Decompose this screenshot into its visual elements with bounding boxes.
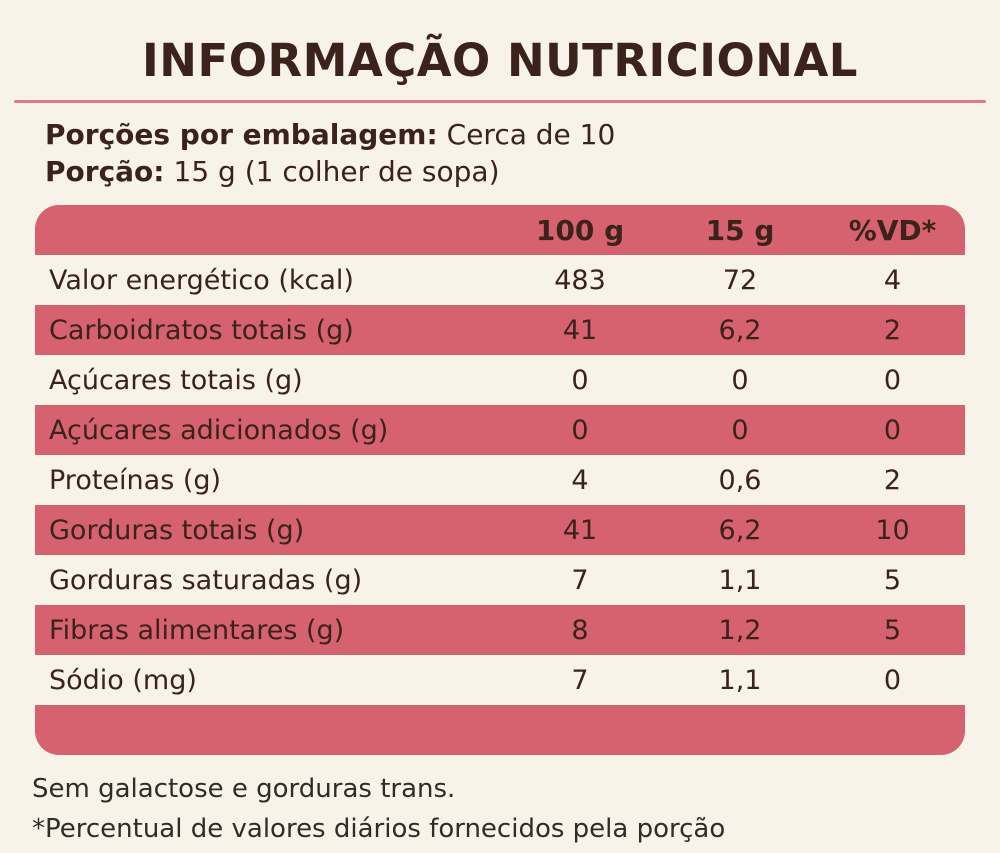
table-row-carbs: Carboidratos totais (g) 41 6,2 2	[35, 305, 965, 355]
row-value-15g: 1,2	[718, 614, 762, 646]
row-value-vd: 2	[883, 314, 902, 346]
row-value-vd: 0	[883, 364, 902, 396]
row-value-vd: 5	[883, 614, 902, 646]
row-value-100g: 0	[571, 414, 589, 446]
row-label: Gorduras totais (g)	[49, 514, 305, 546]
row-value-100g: 41	[562, 514, 598, 546]
table-row-total-fat: Gorduras totais (g) 41 6,2 10	[35, 505, 965, 555]
row-value-15g: 6,2	[718, 314, 762, 346]
servings-per-package-line: Porções por embalagem: Cerca de 10	[45, 116, 1000, 153]
row-value-15g: 6,2	[718, 514, 762, 546]
nutrition-table: 100 g 15 g %VD* Valor energético (kcal) …	[35, 205, 965, 755]
table-row-sodium: Sódio (mg) 7 1,1 0	[35, 655, 965, 705]
row-value-100g: 483	[554, 264, 606, 296]
row-label: Proteínas (g)	[49, 464, 222, 496]
row-value-15g: 0	[731, 414, 749, 446]
footnote-trans-fat: Sem galactose e gorduras trans.	[32, 774, 456, 804]
footnotes: Sem galactose e gorduras trans. *Percent…	[32, 769, 1000, 849]
row-value-100g: 4	[571, 464, 589, 496]
portion-line: Porção: 15 g (1 colher de sopa)	[45, 153, 1000, 190]
table-row-saturated-fat: Gorduras saturadas (g) 7 1,1 5	[35, 555, 965, 605]
row-value-vd: 10	[875, 514, 910, 546]
row-value-15g: 72	[722, 264, 758, 296]
row-value-vd: 0	[883, 414, 902, 446]
row-value-100g: 7	[571, 664, 589, 696]
column-header-100g: 100 g	[535, 213, 625, 247]
footnote-daily-values: *Percentual de valores diários fornecido…	[32, 814, 726, 844]
portion-label: Porção:	[45, 155, 165, 188]
row-value-100g: 8	[571, 614, 589, 646]
row-value-15g: 0	[731, 364, 749, 396]
table-row-total-sugars: Açúcares totais (g) 0 0 0	[35, 355, 965, 405]
portion-value: 15 g (1 colher de sopa)	[173, 155, 500, 188]
page-title: INFORMAÇÃO NUTRICIONAL	[142, 34, 858, 87]
table-header-row: 100 g 15 g %VD*	[35, 205, 965, 255]
column-header-15g: 15 g	[705, 213, 775, 247]
row-value-100g: 41	[562, 314, 598, 346]
column-header-vd: %VD*	[848, 213, 937, 247]
row-label: Sódio (mg)	[49, 664, 197, 696]
servings-per-package-value: Cerca de 10	[446, 118, 616, 151]
row-label: Açúcares adicionados (g)	[49, 414, 389, 446]
row-label: Valor energético (kcal)	[49, 264, 354, 296]
table-row-fiber: Fibras alimentares (g) 8 1,2 5	[35, 605, 965, 655]
serving-info: Porções por embalagem: Cerca de 10 Porção…	[45, 116, 1000, 190]
row-label: Açúcares totais (g)	[49, 364, 303, 396]
row-value-100g: 7	[571, 564, 589, 596]
row-value-vd: 5	[883, 564, 902, 596]
table-row-energy: Valor energético (kcal) 483 72 4	[35, 255, 965, 305]
row-value-15g: 1,1	[718, 564, 762, 596]
servings-per-package-label: Porções por embalagem:	[45, 118, 438, 151]
row-value-vd: 2	[883, 464, 902, 496]
row-value-15g: 1,1	[718, 664, 762, 696]
table-footer-bar	[35, 705, 965, 755]
row-value-vd: 4	[883, 264, 902, 296]
row-value-15g: 0,6	[718, 464, 762, 496]
table-row-added-sugars: Açúcares adicionados (g) 0 0 0	[35, 405, 965, 455]
table-row-protein: Proteínas (g) 4 0,6 2	[35, 455, 965, 505]
row-label: Carboidratos totais (g)	[49, 314, 354, 346]
row-value-vd: 0	[883, 664, 902, 696]
row-label: Gorduras saturadas (g)	[49, 564, 363, 596]
title-divider	[14, 100, 986, 103]
row-label: Fibras alimentares (g)	[49, 614, 345, 646]
nutrition-label: INFORMAÇÃO NUTRICIONAL Porções por embal…	[0, 33, 1000, 853]
row-value-100g: 0	[571, 364, 589, 396]
